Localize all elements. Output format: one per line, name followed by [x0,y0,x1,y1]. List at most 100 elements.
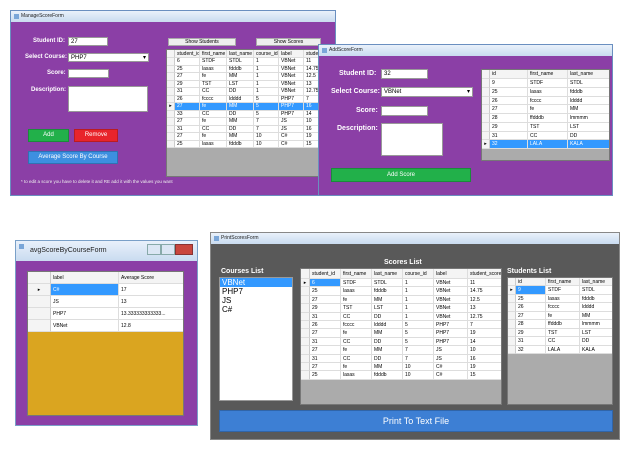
grid-row[interactable]: 27 fe MM [508,311,612,320]
label: Select Course: [25,54,68,60]
grid-row[interactable]: 25 lasas fdddb 10 C# 15 [167,140,334,148]
scores-grid[interactable]: student_id first_name last_name course_id la… [300,268,502,405]
grid-row[interactable]: 27 fe MM 5 PHP7 19 [301,329,501,338]
grid-row[interactable]: 25 lasas fdddb 1 VBNet 14.75 [167,65,334,73]
grid-row[interactable]: 25 lasas fdddb [482,87,609,97]
score-input[interactable] [381,106,428,116]
grid-cell: PHP7 [434,321,468,330]
show-scores-button[interactable]: Show Scores [256,38,321,46]
maximize[interactable] [160,244,175,255]
grid-row[interactable]: 9 STDF STDL [482,79,609,88]
course-item[interactable]: C# [222,305,233,314]
course-item[interactable]: PHP7 [222,287,243,296]
grid-cell: STDF [200,58,227,66]
grid-cell: 27 [516,311,546,320]
grid-row[interactable]: 31 CC DD 7 JS 16 [167,125,334,133]
grid-row[interactable]: JS 13 [28,296,183,308]
remove-button[interactable]: Remove [74,129,118,142]
grid-cell: 7 [254,125,279,133]
close[interactable] [174,244,193,255]
grid-cell: 10 [403,363,434,372]
students-grid[interactable]: id first_name last_name 9 STDF STDL 25 lasas fdd… [481,69,610,161]
grid-row[interactable]: 6 STDF STDL 1 VBNet 11 [167,58,334,66]
grid-row[interactable]: 25 lasas fdddb 10 C# 15 [301,371,501,380]
minimize[interactable] [147,244,161,255]
grid-row[interactable]: 27 fe MM 10 C# 19 [301,363,501,372]
add-score-button[interactable]: Add Score [331,168,471,182]
grid-cell: 32 [490,140,528,149]
grid-row[interactable]: ▸ 27 fe MM 5 PHP7 16 [167,103,334,111]
course-dropdown[interactable]: PHP7 [68,53,149,62]
average-grid[interactable]: label Average Score ▸ C# 17 JS 13 PHP7 13.333333… [27,271,184,416]
grid-row[interactable]: 27 fe MM 1 VBNet 12.5 [301,295,501,305]
grid-row[interactable]: 26 fcccc ldddd [508,303,612,312]
grid-row[interactable]: 33 CC DD 5 PHP7 14 [167,110,334,118]
grid-row[interactable]: 31 CC DD [508,337,612,346]
student-id-input[interactable]: 27 [68,37,108,46]
grid-row[interactable]: 31 CC DD 5 PHP7 14 [301,337,501,347]
grid-cell: C# [434,371,468,380]
avg-window: avgScoreByCourseForm label Average Score ▸… [15,240,198,426]
grid-row[interactable]: 31 CC DD [482,131,609,141]
grid-row[interactable]: 27 fe MM 7 JS 10 [167,118,334,126]
grid-row[interactable]: 25 lasas fdddb 1 VBNet 14.75 [301,287,501,296]
grid-row[interactable]: 32 LALA KALA [508,345,612,354]
print-button[interactable]: Print To Text File [219,410,613,432]
grid-row[interactable]: 28 ffdddb lmmmm [508,320,612,329]
grid-cell: VBNet [279,88,304,96]
grid-row[interactable]: 31 CC DD 1 VBNet 12.75 [167,88,334,96]
course-dropdown[interactable]: VBNet [381,87,473,97]
grid-header: student_id first_name last_name course_id la… [167,50,334,58]
grid-row[interactable]: ▸ 6 STDF STDL 1 VBNet 11 [301,279,501,288]
grid-cell: PHP7 [279,103,304,111]
grid-cell: CC [200,125,227,133]
row-header: ▸ [167,103,175,111]
grid-row[interactable]: PHP7 13.333333333333... [28,308,183,320]
row-header [482,96,490,106]
grid-cell: PHP7 [434,329,468,338]
grid-row[interactable]: 27 fe MM 7 JS 10 [301,346,501,355]
column-header: course_id [254,50,279,58]
grid-row[interactable]: 27 fe MM 10 C# 19 [167,133,334,141]
course-item[interactable]: JS [222,296,232,305]
grid-cell: fe [341,363,372,372]
grid-cell: fe [546,311,580,320]
add-button[interactable]: Add [28,129,69,142]
grid-row[interactable]: ▸ 32 LALA KALA [482,140,609,149]
grid-cell: fe [200,73,227,81]
grid-row[interactable]: VBNet 12.8 [28,320,183,332]
grid-row[interactable]: 29 TST LST [482,122,609,132]
grid-row[interactable]: 29 TST LST [508,328,612,337]
grid-cell: PHP7 [279,95,304,103]
show-students-button[interactable]: Show Students [168,38,236,46]
grid-row[interactable]: 26 fcccc ldddd [482,96,609,106]
grid-row[interactable]: 27 fe MM [482,105,609,114]
grid-row[interactable]: 31 CC DD 7 JS 16 [301,354,501,363]
scores-grid[interactable]: student_id first_name last_name course_id la… [166,49,335,177]
column-header: first_name [341,269,372,279]
average-button[interactable]: Average Score By Course [28,151,118,164]
grid-cell: DD [568,132,609,141]
grid-row[interactable]: 28 ffdddb lmmmm [482,114,609,123]
courses-list[interactable]: VBNet PHP7 JS C# [219,277,293,401]
grid-row[interactable]: 31 CC DD 1 VBNet 12.75 [301,312,501,321]
grid-row[interactable]: 29 TST LST 1 VBNet 13 [301,304,501,313]
score-input[interactable] [68,69,109,78]
grid-cell: 10 [468,346,501,355]
grid-cell: VBNet [279,80,304,88]
student-id-input[interactable]: 32 [381,69,428,79]
grid-row[interactable]: 27 fe MM 1 VBNet 12.5 [167,73,334,81]
grid-row[interactable]: 29 TST LST 1 VBNet 13 [167,80,334,88]
grid-cell: 13 [468,304,501,313]
students-grid[interactable]: id first_name last_name ▸ 9 STDF STDL 25 lasas fd… [507,277,613,405]
grid-row[interactable]: ▸ C# 17 [28,284,183,296]
description-input[interactable] [68,86,148,112]
grid-row[interactable]: 26 fcccc ldddd 5 PHP7 7 [167,95,334,103]
grid-row[interactable]: 25 lasas fdddb [508,294,612,303]
grid-row[interactable]: ▸ 9 STDF STDL [508,286,612,295]
grid-cell: fe [341,346,372,355]
course-item[interactable]: VBNet [220,278,292,287]
grid-row[interactable]: 26 fcccc ldddd 5 PHP7 7 [301,321,501,330]
description-input[interactable] [381,123,443,156]
